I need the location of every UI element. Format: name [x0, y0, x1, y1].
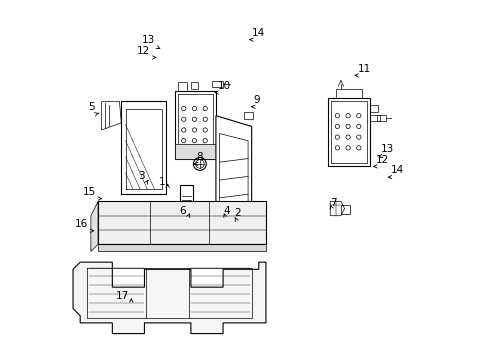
Text: 13: 13 [380, 144, 393, 154]
Bar [335, 89, 362, 98]
Text: 16: 16 [75, 219, 88, 229]
Text: 1: 1 [159, 177, 165, 187]
Text: 2: 2 [234, 208, 241, 218]
Text: 14: 14 [390, 165, 404, 175]
Bar [340, 205, 349, 214]
Text: 13: 13 [142, 35, 155, 45]
Text: 17: 17 [116, 292, 129, 301]
Polygon shape [91, 202, 98, 251]
Text: 3: 3 [138, 171, 144, 181]
Bar [175, 91, 216, 158]
Text: 14: 14 [251, 28, 264, 38]
Text: 8: 8 [196, 152, 203, 162]
Bar [369, 105, 378, 112]
Bar [331, 101, 366, 163]
Bar [212, 81, 223, 87]
Bar [178, 82, 187, 91]
Bar [190, 82, 198, 89]
Text: 5: 5 [88, 102, 94, 112]
Polygon shape [329, 202, 344, 216]
Text: 11: 11 [357, 64, 370, 73]
Text: 12: 12 [137, 46, 150, 56]
Polygon shape [73, 262, 265, 334]
Text: 6: 6 [179, 206, 186, 216]
Bar [228, 221, 235, 230]
Polygon shape [98, 202, 265, 244]
Polygon shape [98, 244, 265, 251]
Bar [369, 114, 380, 121]
Bar [177, 94, 213, 156]
Polygon shape [216, 116, 251, 223]
Bar [244, 112, 253, 119]
Bar [175, 144, 216, 158]
Text: 12: 12 [375, 155, 388, 165]
Bar [328, 98, 369, 166]
Text: 10: 10 [217, 81, 230, 91]
Text: 4: 4 [224, 206, 230, 216]
Text: 15: 15 [83, 187, 96, 197]
Bar [180, 185, 192, 208]
Polygon shape [102, 102, 121, 130]
Bar [376, 114, 385, 121]
Text: 9: 9 [253, 95, 260, 105]
Text: 7: 7 [329, 198, 336, 207]
